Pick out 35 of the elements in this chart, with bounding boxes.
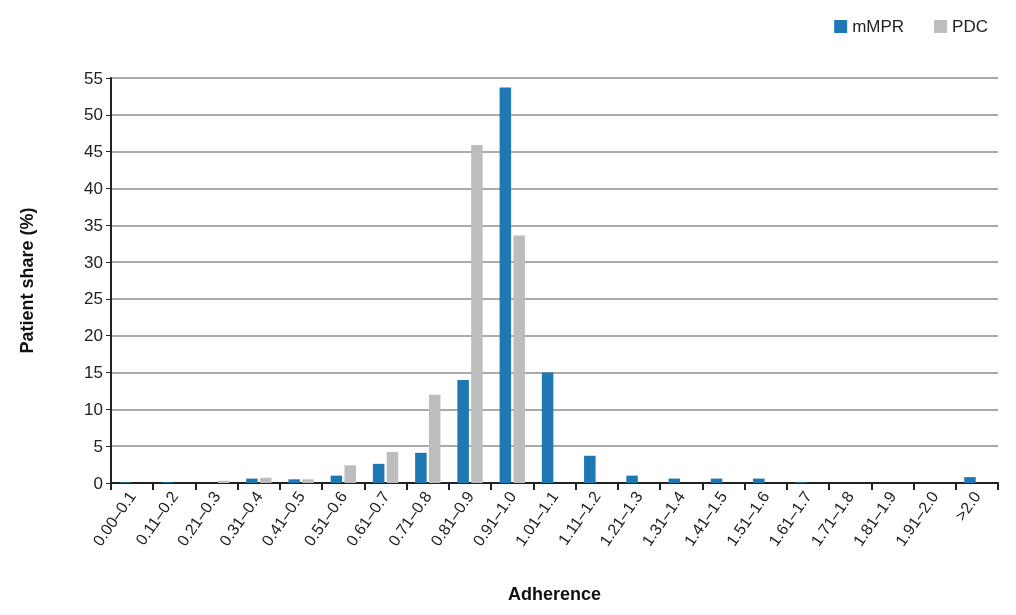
y-tick-label: 5 (93, 436, 103, 456)
y-tick-label: 35 (84, 215, 103, 235)
bar (415, 452, 427, 483)
bar (499, 87, 512, 483)
y-tick-label: 30 (84, 252, 103, 272)
bar (428, 394, 441, 483)
legend-label: PDC (952, 17, 989, 36)
bar (344, 465, 356, 483)
bar (246, 478, 258, 483)
y-tick-label: 0 (93, 473, 103, 493)
y-tick-label: 50 (84, 105, 103, 125)
bar (372, 463, 385, 483)
y-tick-label: 25 (84, 289, 103, 309)
bar (288, 479, 300, 483)
bar (471, 145, 483, 483)
y-tick-label: 10 (84, 399, 103, 419)
bar (330, 475, 343, 483)
y-tick-label: 15 (84, 363, 103, 383)
bar (584, 455, 596, 483)
x-axis-title: Adherence (507, 584, 602, 604)
y-tick-label: 40 (84, 178, 103, 198)
bar (386, 452, 399, 483)
bar (457, 379, 469, 483)
bar (541, 372, 554, 483)
bar (626, 475, 638, 483)
bar (964, 477, 976, 483)
y-tick-label: 55 (84, 68, 103, 88)
bar (259, 477, 272, 483)
bar (302, 479, 314, 483)
y-tick-label: 45 (84, 142, 103, 162)
legend-label: mMPR (852, 17, 905, 36)
y-axis-title: Patient share (%) (17, 207, 37, 354)
y-tick-label: 20 (84, 326, 103, 346)
bar (513, 235, 525, 483)
bar (753, 478, 765, 483)
